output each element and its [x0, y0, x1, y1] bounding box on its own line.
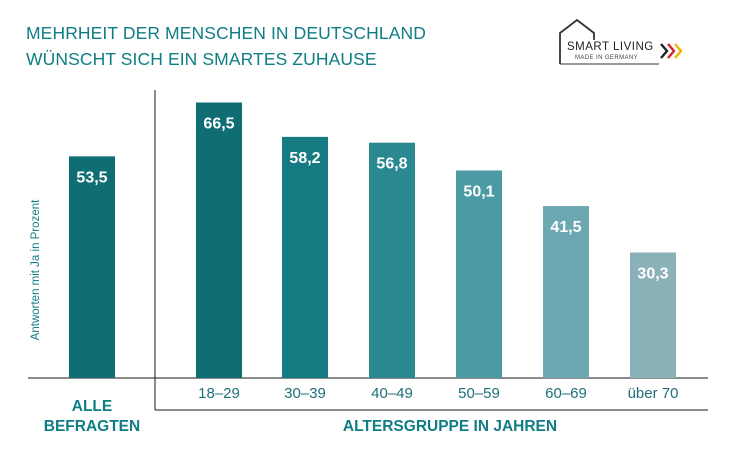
x-tick-label: 40–49: [371, 385, 413, 402]
x-tick-label: 18–29: [198, 385, 240, 402]
group-label-all: ALLE BEFRAGTEN: [42, 397, 142, 437]
x-tick-label: über 70: [627, 385, 679, 402]
smart-living-logo: SMART LIVING MADE IN GERMANY: [557, 18, 689, 68]
chart-title-line-2: WÜNSCHT SICH EIN SMARTES ZUHAUSE: [26, 49, 377, 69]
data-label-1-4: 41,5: [550, 219, 581, 236]
bar-1-2: [369, 142, 415, 378]
data-label-1-0: 66,5: [203, 116, 234, 133]
bar-1-4: [543, 206, 589, 378]
group-label-all-line-1: ALLE: [71, 398, 113, 415]
bar-1-1: [282, 136, 328, 378]
group-label-all-line-2: BEFRAGTEN: [43, 418, 141, 435]
bar-1-5: [630, 252, 676, 378]
group-label-age: ALTERSGRUPPE IN JAHREN: [342, 418, 558, 435]
data-label-1-3: 50,1: [463, 183, 494, 200]
data-label-1-1: 58,2: [289, 150, 320, 167]
bar-1-3: [456, 170, 502, 378]
logo-subtext: MADE IN GERMANY: [575, 55, 639, 61]
data-label-1-5: 30,3: [637, 265, 668, 282]
chart-title-line-1: MEHRHEIT DER MENSCHEN IN DEUTSCHLAND: [26, 23, 426, 43]
logo-text: SMART LIVING: [567, 41, 654, 53]
bar-1-0: [196, 102, 242, 378]
x-tick-label: 50–59: [458, 385, 500, 402]
bar-0-0: [69, 156, 115, 378]
data-label-1-2: 56,8: [376, 156, 407, 173]
data-label-0-0: 53,5: [76, 169, 107, 186]
chart-title: MEHRHEIT DER MENSCHEN IN DEUTSCHLAND WÜN…: [26, 20, 426, 72]
x-tick-label: 30–39: [284, 385, 326, 402]
x-tick-label: 60–69: [545, 385, 587, 402]
logo-house-chevrons-icon: [559, 18, 683, 65]
